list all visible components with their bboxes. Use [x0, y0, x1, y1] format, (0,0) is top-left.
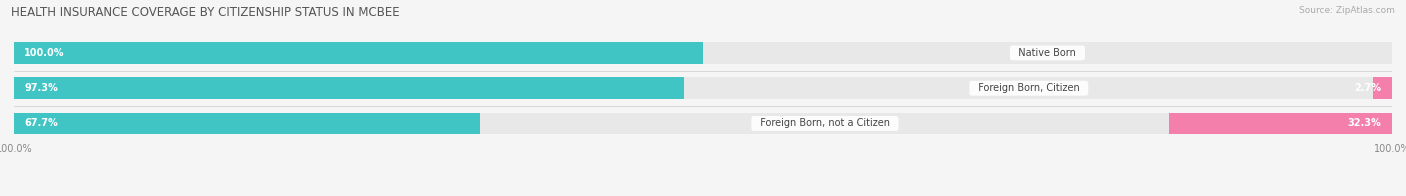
Bar [14, 113, 481, 134]
Text: Foreign Born, Citizen: Foreign Born, Citizen [972, 83, 1085, 93]
Bar [14, 77, 685, 99]
Bar [1374, 77, 1392, 99]
Text: Foreign Born, not a Citizen: Foreign Born, not a Citizen [754, 118, 896, 129]
Text: 67.7%: 67.7% [24, 118, 58, 129]
Text: HEALTH INSURANCE COVERAGE BY CITIZENSHIP STATUS IN MCBEE: HEALTH INSURANCE COVERAGE BY CITIZENSHIP… [11, 6, 399, 19]
Bar [14, 77, 1392, 99]
Text: 97.3%: 97.3% [24, 83, 58, 93]
Text: 2.7%: 2.7% [1354, 83, 1382, 93]
Bar [14, 42, 1392, 64]
Text: Source: ZipAtlas.com: Source: ZipAtlas.com [1299, 6, 1395, 15]
Bar [14, 113, 1392, 134]
Text: 32.3%: 32.3% [1348, 118, 1382, 129]
Bar [14, 42, 703, 64]
Text: 100.0%: 100.0% [24, 48, 65, 58]
Text: Native Born: Native Born [1012, 48, 1083, 58]
Legend: With Coverage, Without Coverage: With Coverage, Without Coverage [592, 194, 814, 196]
Bar [1170, 113, 1392, 134]
